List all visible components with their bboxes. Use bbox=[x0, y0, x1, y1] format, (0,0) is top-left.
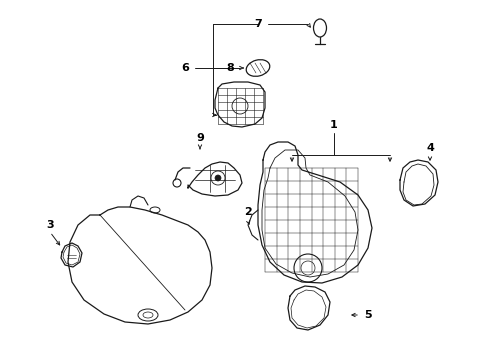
Text: 5: 5 bbox=[364, 310, 371, 320]
Text: 9: 9 bbox=[196, 133, 203, 143]
Circle shape bbox=[215, 175, 221, 181]
Text: 3: 3 bbox=[46, 220, 54, 230]
Text: 1: 1 bbox=[329, 120, 337, 130]
Text: 6: 6 bbox=[181, 63, 188, 73]
Text: 4: 4 bbox=[425, 143, 433, 153]
Text: 2: 2 bbox=[244, 207, 251, 217]
Text: 8: 8 bbox=[225, 63, 233, 73]
Text: 7: 7 bbox=[254, 19, 262, 29]
